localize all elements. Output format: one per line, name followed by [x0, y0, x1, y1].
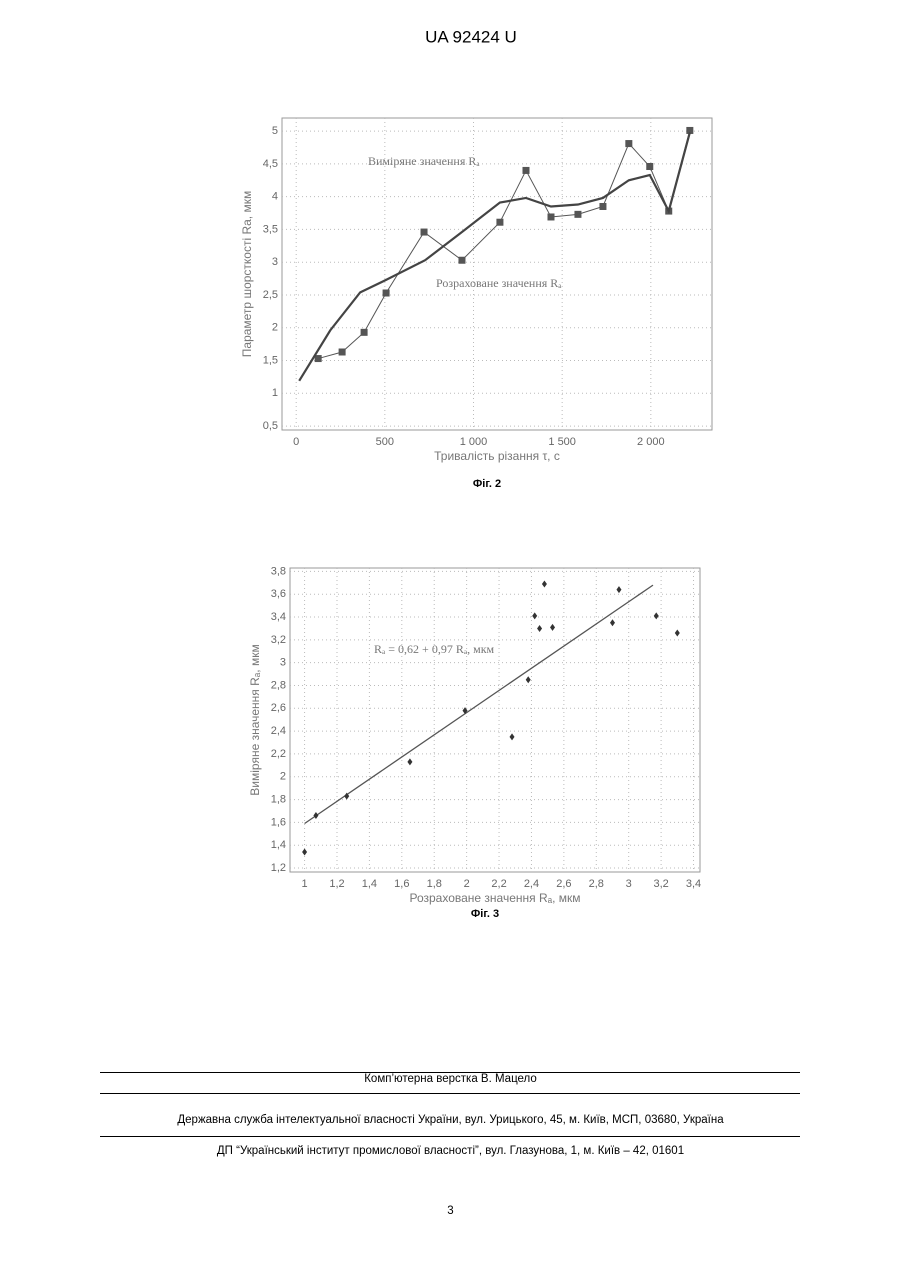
- data-point: [315, 355, 322, 362]
- x-tick-label: 2,4: [524, 878, 539, 890]
- y-tick-label: 3,5: [263, 223, 278, 235]
- data-point: [313, 812, 318, 819]
- page-number: 3: [0, 1205, 901, 1217]
- y-tick-label: 2: [272, 322, 278, 334]
- x-tick-label: 1: [302, 878, 308, 890]
- x-tick-label: 2,2: [491, 878, 506, 890]
- y-tick-label: 0,5: [263, 420, 278, 432]
- rule: [100, 1136, 800, 1137]
- x-tick-label: 0: [293, 436, 299, 448]
- y-tick-label: 1,2: [271, 862, 286, 874]
- series-line: [299, 132, 690, 380]
- y-tick-label: 1: [272, 387, 278, 399]
- data-point: [675, 630, 680, 637]
- data-point: [532, 612, 537, 619]
- data-point: [547, 213, 554, 220]
- data-point: [542, 580, 547, 587]
- y-tick-label: 3,4: [271, 611, 286, 623]
- data-point: [383, 290, 390, 297]
- footer-office: Державна служба інтелектуальної власност…: [0, 1114, 901, 1126]
- x-tick-label: 1,2: [329, 878, 344, 890]
- data-point: [625, 140, 632, 147]
- y-tick-label: 2: [280, 771, 286, 783]
- data-point: [646, 163, 653, 170]
- x-tick-label: 3,2: [653, 878, 668, 890]
- patent-number: UA 92424 U: [425, 27, 517, 46]
- data-point: [339, 349, 346, 356]
- y-tick-label: 1,4: [271, 839, 286, 851]
- x-tick-label: 1 500: [548, 436, 576, 448]
- x-tick-label: 1 000: [460, 436, 488, 448]
- y-axis-label: Виміряне значення Rₐ, мкм: [248, 644, 262, 795]
- x-axis-label: Розраховане значення Rₐ, мкм: [409, 891, 580, 905]
- y-tick-label: 1,6: [271, 816, 286, 828]
- y-tick-label: 2,2: [271, 748, 286, 760]
- rule: [100, 1093, 800, 1094]
- footer-layout: Комп’ютерна верстка В. Мацело: [0, 1073, 901, 1085]
- fit-line: [305, 585, 653, 823]
- annotation: Rₐ = 0,62 + 0,97 Rₐ, мкм: [374, 642, 495, 656]
- data-point: [537, 625, 542, 632]
- y-tick-label: 2,6: [271, 702, 286, 714]
- data-point: [616, 586, 621, 593]
- x-tick-label: 2,8: [589, 878, 604, 890]
- y-tick-label: 1,5: [263, 354, 278, 366]
- data-point: [458, 257, 465, 264]
- y-tick-label: 4,5: [263, 158, 278, 170]
- data-point: [361, 329, 368, 336]
- figure-caption: Фіг. 3: [471, 908, 499, 920]
- page: UA 92424 U 0,5 1 1,5 2 2,5 3 3,5 4 4,5 5 0 500 1 000…: [0, 0, 901, 1273]
- y-tick-label: 2,5: [263, 289, 278, 301]
- y-tick-label: 2,4: [271, 725, 286, 737]
- data-point: [654, 612, 659, 619]
- footer-institute: ДП “Український інститут промислової вла…: [0, 1145, 901, 1157]
- data-point: [496, 219, 503, 226]
- x-tick-label: 2 000: [637, 436, 665, 448]
- x-axis-label: Тривалість різання τ, с: [434, 449, 560, 463]
- annotation: Виміряне значення Rₐ: [368, 154, 480, 168]
- data-point: [522, 167, 529, 174]
- y-tick-label: 3: [272, 256, 278, 268]
- y-tick-label: 5: [272, 125, 278, 137]
- annotation: Розраховане значення Rₐ: [436, 276, 562, 290]
- data-point: [550, 624, 555, 631]
- data-point: [610, 619, 615, 626]
- figure-caption: Фіг. 2: [473, 478, 501, 490]
- y-tick-label: 4: [272, 191, 278, 203]
- y-tick-label: 3,6: [271, 588, 286, 600]
- y-tick-label: 1,8: [271, 793, 286, 805]
- y-tick-label: 2,8: [271, 679, 286, 691]
- y-tick-label: 3: [280, 657, 286, 669]
- data-point: [599, 203, 606, 210]
- data-point: [574, 211, 581, 218]
- data-point: [526, 676, 531, 683]
- x-tick-label: 2,6: [556, 878, 571, 890]
- x-tick-label: 500: [376, 436, 394, 448]
- x-tick-label: 3: [626, 878, 632, 890]
- data-point: [302, 849, 307, 856]
- y-axis-label: Параметр шорсткості Ra, мкм: [240, 191, 254, 357]
- x-tick-label: 2: [464, 878, 470, 890]
- data-point: [407, 758, 412, 765]
- y-tick-label: 3,2: [271, 634, 286, 646]
- data-point: [510, 733, 515, 740]
- plot-frame: [290, 568, 700, 872]
- x-tick-label: 3,4: [686, 878, 701, 890]
- x-tick-label: 1,8: [427, 878, 442, 890]
- data-point: [421, 229, 428, 236]
- x-tick-label: 1,6: [394, 878, 409, 890]
- y-tick-label: 3,8: [271, 565, 286, 577]
- x-tick-label: 1,4: [362, 878, 377, 890]
